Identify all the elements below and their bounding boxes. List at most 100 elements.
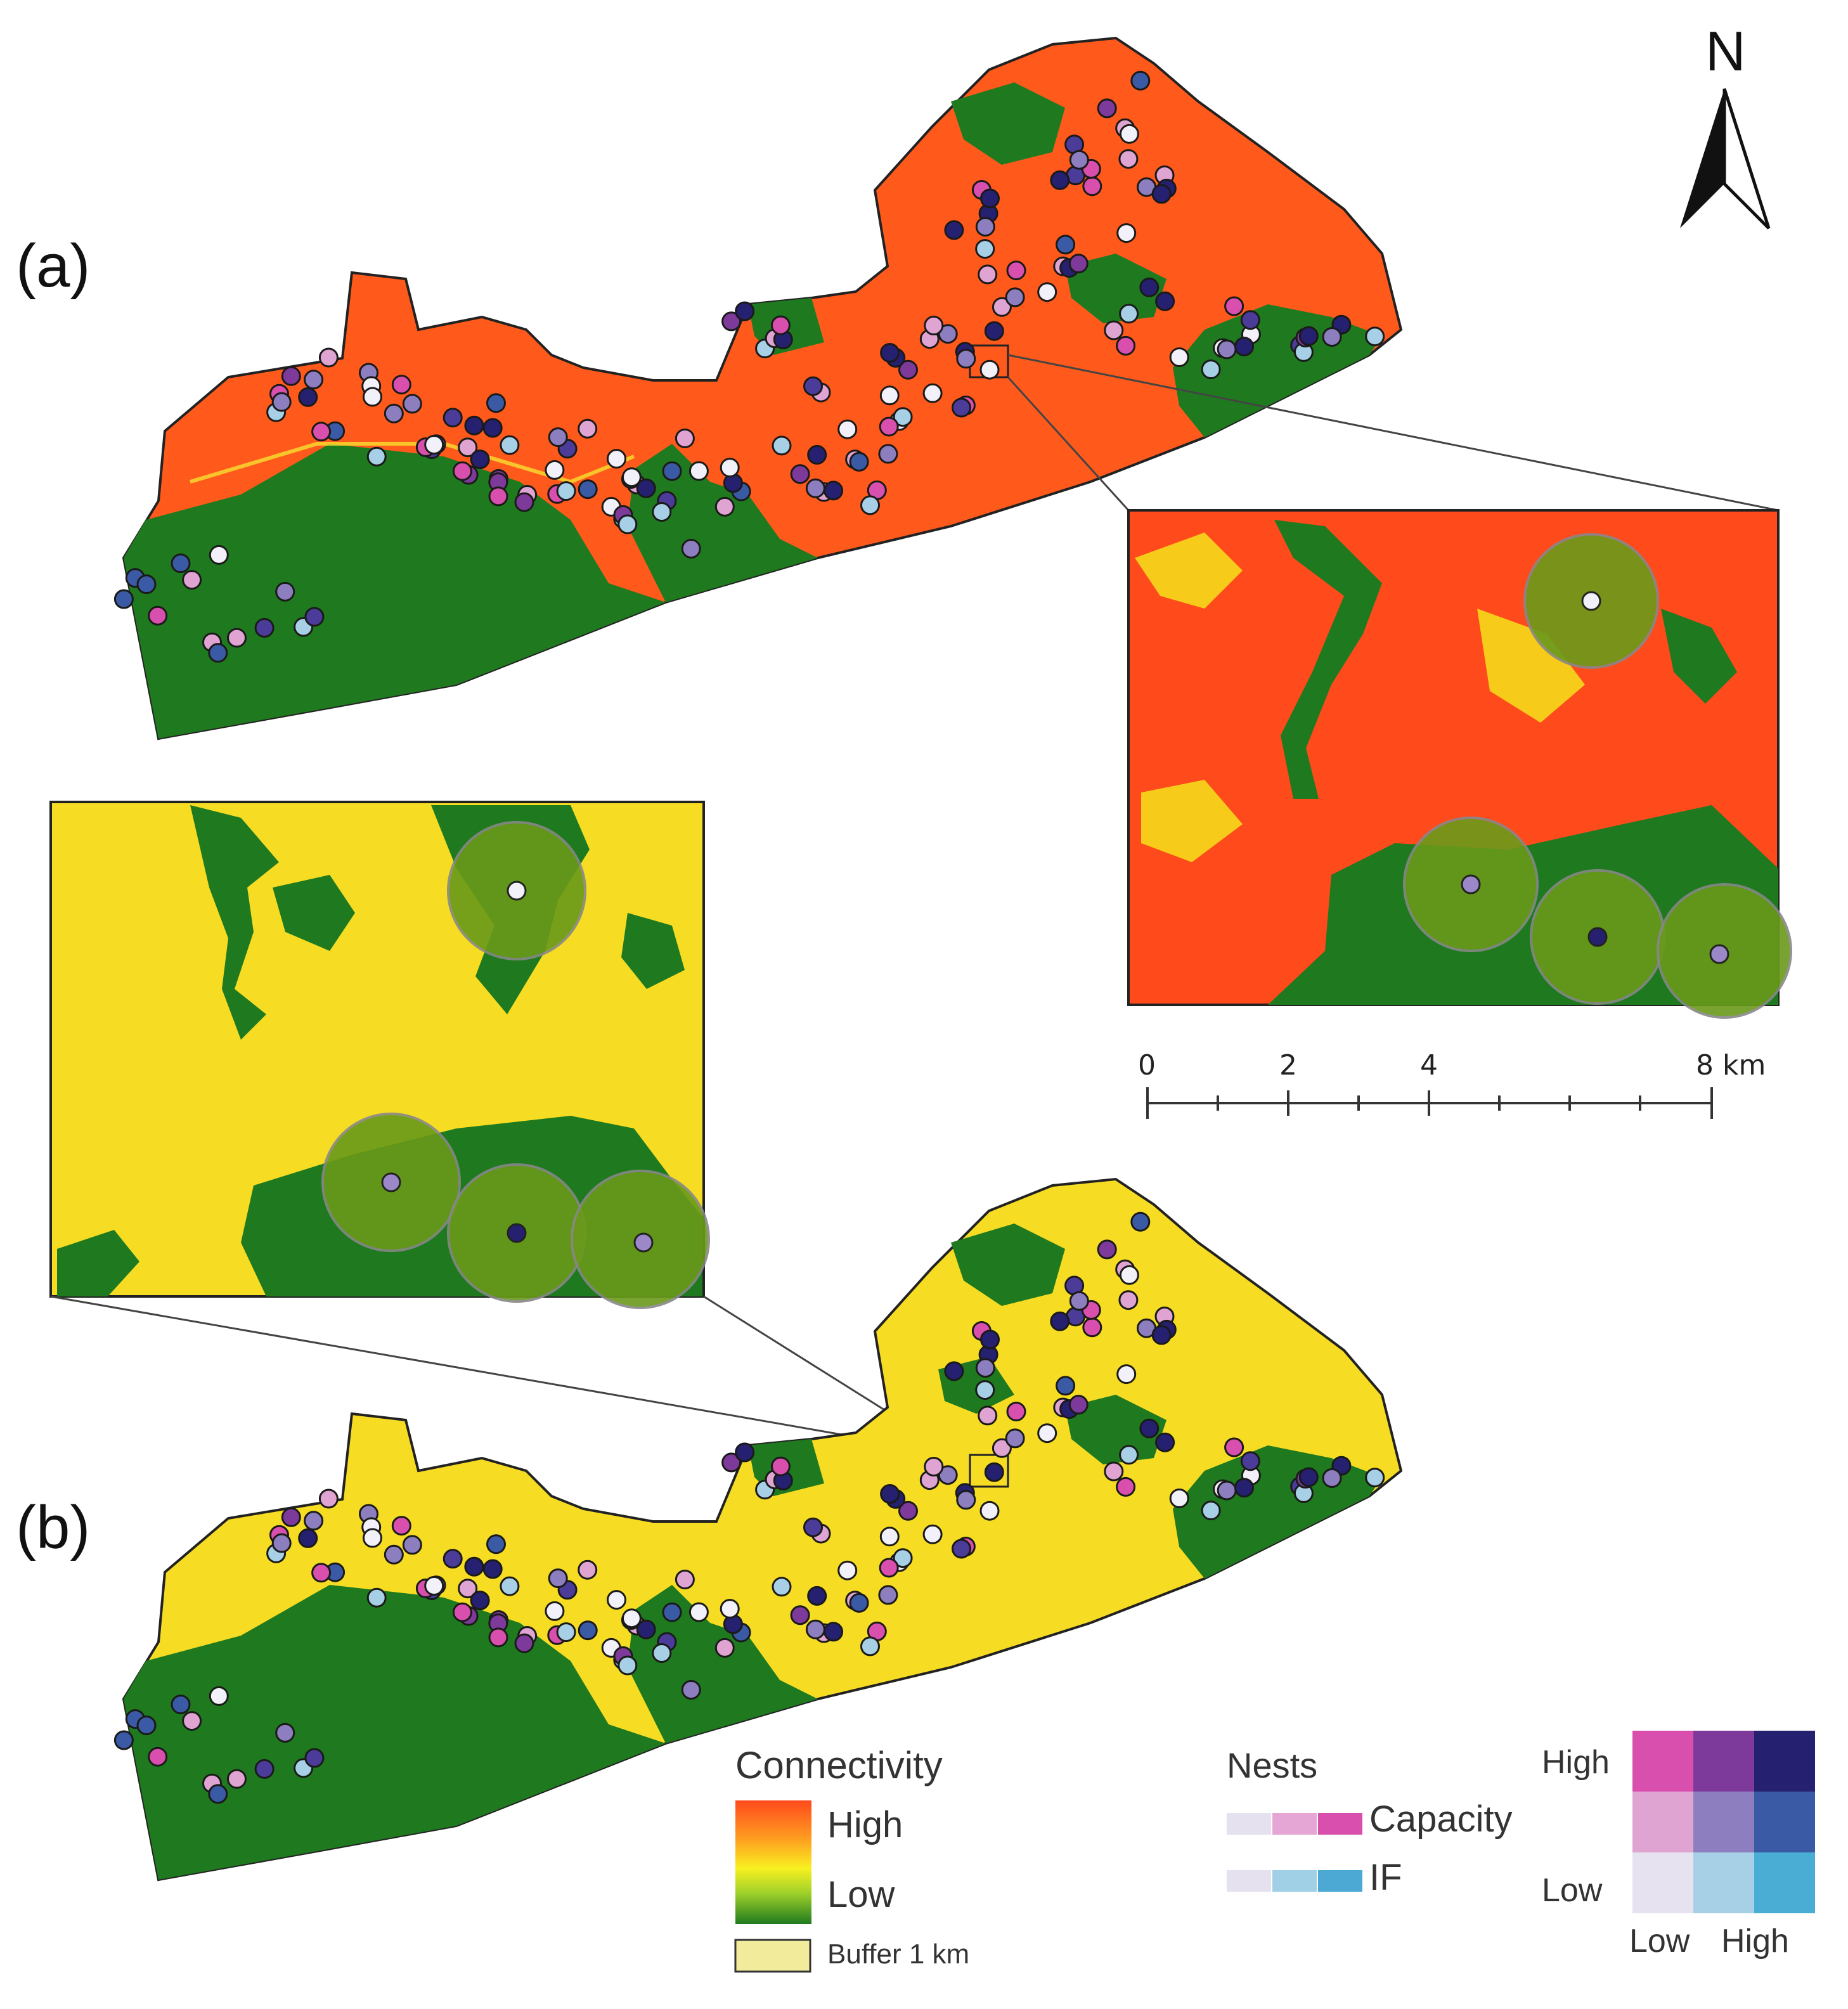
nest-point	[1169, 1489, 1189, 1508]
nest-point	[1322, 1468, 1342, 1488]
legend-buffer-label: Buffer 1 km	[827, 1939, 970, 1970]
nest-point	[208, 643, 228, 663]
nest-point	[1298, 326, 1319, 346]
nest-point	[980, 188, 1000, 209]
nest-point	[209, 545, 229, 565]
if-swatch-2	[1318, 1870, 1362, 1892]
legend	[734, 1731, 1815, 1973]
nest-point	[424, 435, 444, 455]
nest-point	[488, 1627, 508, 1648]
nest-point	[452, 1602, 472, 1622]
nest-point	[1240, 1451, 1260, 1471]
forest-zone-a-south	[124, 444, 666, 739]
nest-point	[1116, 223, 1137, 243]
inset-a-forest-1	[1274, 520, 1382, 799]
inset-a-nest-2	[1461, 874, 1481, 895]
nest-point	[714, 1638, 735, 1658]
nest-point	[113, 589, 134, 609]
nest-point	[770, 315, 791, 335]
legend-connectivity-high: High	[827, 1804, 903, 1845]
nest-point	[1050, 170, 1070, 190]
nest-point	[1119, 1445, 1139, 1465]
nest-point	[607, 1590, 626, 1610]
inset-b-forest-4	[621, 913, 685, 989]
inset-b-forest-2	[273, 875, 355, 951]
nest-point	[402, 394, 422, 414]
nest-point	[548, 1568, 568, 1589]
nest-point	[803, 1517, 823, 1537]
nest-point	[182, 570, 202, 590]
nest-point	[662, 1602, 682, 1622]
nest-point	[148, 1747, 168, 1767]
scale-tick-2: 2	[1279, 1049, 1297, 1082]
nest-point	[366, 1587, 387, 1608]
nest-point	[545, 1601, 565, 1621]
inset-panel-b	[49, 801, 710, 1309]
nest-point	[984, 1462, 1004, 1482]
map-panel-b	[50, 1177, 1403, 1882]
nest-point	[578, 479, 598, 500]
nest-point	[1005, 287, 1025, 307]
nest-point	[952, 397, 971, 418]
nest-point	[938, 324, 958, 344]
nest-point	[772, 1577, 792, 1597]
nest-point	[879, 1558, 899, 1578]
forest-zone-a-mid	[628, 444, 818, 602]
nest-point	[254, 1759, 275, 1779]
nest-point	[1116, 335, 1136, 356]
nest-point	[363, 1528, 382, 1548]
nest-point	[979, 1501, 1000, 1521]
nest-point	[984, 321, 1004, 341]
nest-point	[208, 1784, 228, 1804]
nest-point	[879, 1527, 900, 1547]
inset-a-nest-4	[1709, 944, 1729, 964]
nest-point	[271, 392, 292, 412]
nest-point	[578, 1560, 598, 1580]
if-swatch-0	[1227, 1870, 1271, 1892]
connectivity-gradient-swatch	[735, 1800, 811, 1924]
nest-point	[209, 1686, 229, 1706]
nest-point	[281, 366, 301, 386]
bivariate-cell-2-0	[1632, 1852, 1693, 1913]
nest-point	[893, 407, 913, 427]
nest-point	[271, 1533, 292, 1553]
bivariate-cell-1-2	[1754, 1792, 1815, 1852]
nest-point	[1151, 184, 1172, 204]
nest-point	[311, 422, 332, 442]
nest-point	[824, 481, 844, 501]
bivariate-cell-1-1	[1693, 1792, 1754, 1852]
nest-point	[1082, 1317, 1102, 1338]
nest-point	[720, 458, 740, 478]
nest-point	[488, 486, 508, 507]
nest-point	[1130, 70, 1151, 91]
nest-point	[803, 376, 823, 396]
nest-point	[1037, 1423, 1057, 1444]
inset-b-nest-4	[633, 1232, 654, 1253]
nest-point	[879, 385, 900, 406]
nest-point	[1097, 98, 1117, 119]
nest-point	[113, 1730, 134, 1750]
legend-connectivity-title: Connectivity	[735, 1744, 943, 1786]
nest-point	[514, 492, 534, 512]
nest-point	[1298, 1467, 1319, 1487]
nest-point	[1118, 149, 1139, 169]
inset-a-forest-2	[1661, 609, 1737, 704]
nest-point	[879, 417, 899, 437]
capacity-swatch-1	[1272, 1813, 1317, 1835]
nest-point	[1201, 1501, 1221, 1521]
nest-point	[1217, 339, 1237, 359]
inset-b-nest-2	[381, 1172, 401, 1192]
nest-point	[298, 1528, 318, 1548]
if-swatch-1	[1272, 1870, 1317, 1892]
nest-point	[1119, 1265, 1139, 1285]
nest-point	[975, 1380, 995, 1400]
nest-point	[922, 1524, 943, 1544]
nest-point	[975, 1358, 995, 1378]
nest-point	[652, 502, 672, 522]
nest-point	[770, 1456, 791, 1476]
nest-point	[304, 607, 325, 627]
nest-point	[1169, 347, 1189, 367]
nest-point	[548, 427, 568, 448]
scale-bar	[1146, 1087, 1713, 1119]
if-swatches	[1227, 1870, 1362, 1892]
